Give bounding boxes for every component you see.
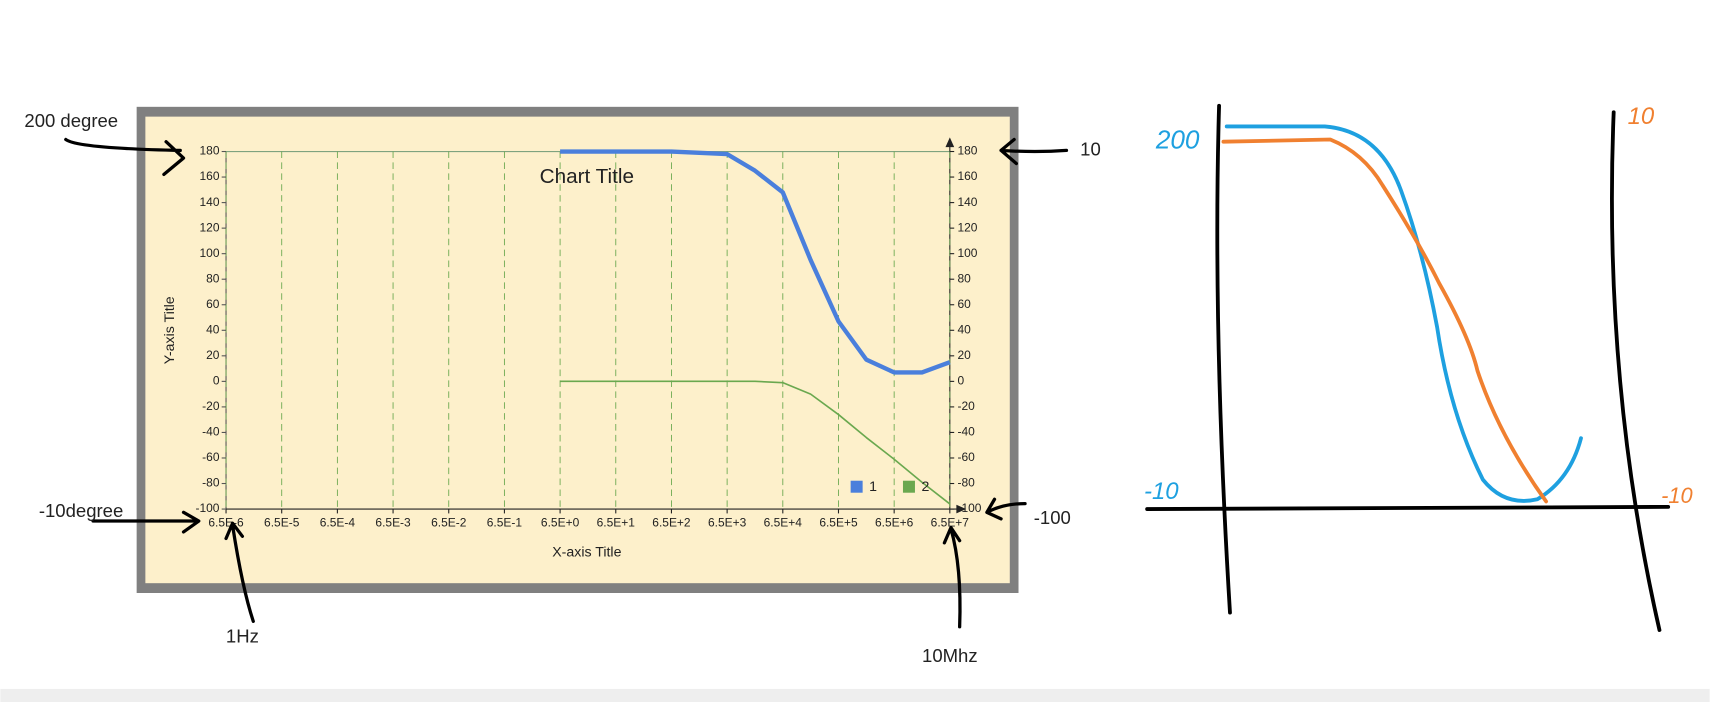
arrow	[64, 137, 186, 177]
arrow	[999, 137, 1069, 166]
x-tick-label: 6.5E+3	[708, 515, 747, 529]
y2-tick-label: 0	[957, 374, 964, 388]
y-tick-label: 0	[213, 374, 220, 388]
y2-tick-label: 80	[957, 271, 971, 285]
y2-tick-label: 20	[957, 348, 971, 362]
y2-tick-label: 160	[957, 169, 977, 183]
x-tick-label: 6.5E-5	[264, 515, 300, 529]
x-arrow	[956, 504, 967, 514]
annotation: 1Hz	[226, 626, 259, 647]
legend-swatch	[850, 480, 863, 493]
x-tick-label: 6.5E-4	[320, 515, 356, 529]
y-tick-label: -80	[202, 476, 220, 490]
y-tick-label: 80	[206, 271, 220, 285]
sketch-curve	[1224, 124, 1583, 503]
x-tick-label: 6.5E+6	[875, 515, 914, 529]
y2-arrow	[945, 137, 955, 148]
annotation: -10degree	[39, 500, 123, 521]
sketch-curve	[1221, 137, 1549, 504]
series-line	[560, 380, 951, 505]
chart-area	[145, 116, 1010, 584]
x-tick-label: 6.5E+5	[819, 515, 858, 529]
y2-tick-label: 120	[957, 220, 977, 234]
y-tick-label: 40	[206, 322, 220, 336]
series-line	[560, 149, 951, 375]
y-tick-label: -60	[202, 450, 220, 464]
x-tick-label: 6.5E-1	[487, 515, 523, 529]
sketch-label: 10	[1628, 103, 1655, 130]
x-axis-title: X-axis Title	[552, 544, 621, 560]
sketch-label: 200	[1155, 125, 1200, 155]
x-tick-label: 6.5E+4	[764, 515, 803, 529]
x-tick-label: 6.5E+2	[652, 515, 691, 529]
y-tick-label: 20	[206, 348, 220, 362]
x-tick-label: 6.5E-2	[431, 515, 467, 529]
status-bar	[0, 688, 1710, 702]
sketch	[1145, 103, 1671, 632]
y-tick-label: -100	[195, 501, 219, 515]
x-tick-label: 6.5E+0	[541, 515, 580, 529]
arrow	[91, 510, 201, 534]
arrow	[224, 521, 255, 623]
arrow	[942, 525, 962, 629]
annotation: 10Mhz	[922, 645, 978, 666]
y-tick-label: 160	[199, 169, 219, 183]
annotation-arrows	[64, 137, 1069, 629]
chart-title: Chart Title	[540, 165, 634, 188]
sketch-axis	[1145, 504, 1671, 511]
annotation: -100	[1034, 507, 1071, 528]
legend-swatch	[902, 480, 915, 493]
y2-tick-label: -100	[957, 501, 981, 515]
sketch-axis	[1610, 110, 1662, 632]
y2-tick-label: -20	[957, 399, 975, 413]
arrow	[985, 497, 1027, 521]
y2-tick-label: 100	[957, 246, 977, 260]
y-axis-title: Y-axis Title	[162, 296, 178, 364]
y2-tick-label: 140	[957, 195, 977, 209]
y-tick-label: -40	[202, 425, 220, 439]
y-tick-label: 100	[199, 246, 219, 260]
y-tick-label: 120	[199, 220, 219, 234]
x-tick-label: 6.5E+1	[597, 515, 636, 529]
plot: 6.5E-6 6.5E-5 6.5E-4 6.5E-3 6.5E-2 6.5E-1 6.5E…	[195, 144, 981, 530]
y-tick-label: 180	[199, 144, 219, 158]
x-tick-label: 6.5E-3	[375, 515, 411, 529]
legend-label: 1	[869, 479, 877, 495]
legend-label: 2	[921, 479, 929, 495]
annotation: 10	[1080, 138, 1101, 159]
sketch-axis	[1215, 103, 1232, 615]
y2-tick-label: 40	[957, 322, 971, 336]
y-tick-label: 60	[206, 297, 220, 311]
y2-tick-label: -60	[957, 450, 975, 464]
x-tick-label: 6.5E+7	[931, 515, 970, 529]
y2-tick-label: 180	[957, 144, 977, 158]
annotation: 200 degree	[24, 110, 118, 131]
y-tick-label: -20	[202, 399, 220, 413]
y2-tick-label: -80	[957, 476, 975, 490]
y-tick-label: 140	[199, 195, 219, 209]
sketch-label: -10	[1144, 478, 1179, 505]
y2-tick-label: 60	[957, 297, 971, 311]
y2-tick-label: -40	[957, 425, 975, 439]
x-tick-label: 6.5E-6	[208, 515, 244, 529]
sketch-label: -10	[1661, 483, 1693, 508]
